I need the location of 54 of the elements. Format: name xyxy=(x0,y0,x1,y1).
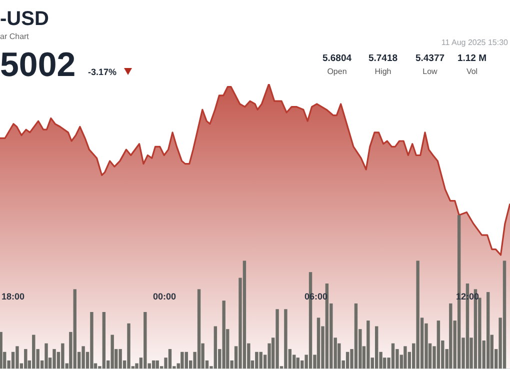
text: Low xyxy=(422,67,438,76)
bar xyxy=(222,300,226,369)
bar xyxy=(404,346,407,369)
text: 5.6804 xyxy=(322,53,352,64)
bar xyxy=(354,303,358,369)
bar xyxy=(82,346,85,369)
bar xyxy=(242,260,246,369)
bar xyxy=(102,312,106,369)
bar xyxy=(90,312,94,369)
bar xyxy=(416,260,420,369)
bar xyxy=(52,349,56,369)
chart-title: -USD xyxy=(0,8,49,31)
bar xyxy=(296,358,300,369)
bar xyxy=(374,326,378,369)
x-tick-label: 18:00 xyxy=(2,291,25,302)
bar xyxy=(180,352,184,369)
text: High xyxy=(374,67,392,76)
bar xyxy=(168,349,172,369)
bar xyxy=(16,346,19,369)
bar xyxy=(118,349,122,369)
bar xyxy=(44,343,48,369)
text: -3.17% xyxy=(88,67,117,77)
text: Open xyxy=(327,67,347,76)
bar xyxy=(486,292,490,369)
bar xyxy=(502,260,506,369)
text: 5.7418 xyxy=(368,53,398,64)
bar xyxy=(144,312,147,369)
bar xyxy=(259,352,262,369)
bar xyxy=(73,289,76,369)
bar xyxy=(449,303,452,369)
bar xyxy=(61,343,64,369)
text: 11 Aug 2025 15:30 xyxy=(441,38,509,47)
bar xyxy=(255,352,258,369)
bar xyxy=(0,332,2,369)
bar xyxy=(284,309,288,369)
bar xyxy=(110,334,114,369)
bar xyxy=(214,326,218,369)
annotation: 5002 xyxy=(0,46,76,84)
bar xyxy=(316,318,320,369)
bar xyxy=(184,352,188,369)
bar xyxy=(32,334,36,369)
bar xyxy=(346,352,350,369)
bar xyxy=(127,323,130,369)
bar xyxy=(366,320,370,369)
bar xyxy=(276,309,279,369)
text: Vol xyxy=(466,67,478,76)
bar xyxy=(197,289,201,369)
bar xyxy=(391,343,395,369)
bar xyxy=(24,349,28,369)
chart-subtitle: ar Chart xyxy=(0,32,29,41)
bar xyxy=(436,320,440,369)
text: 1.12 M xyxy=(457,53,487,64)
text: 5.4377 xyxy=(415,53,445,64)
x-tick-label: 00:00 xyxy=(153,291,176,302)
